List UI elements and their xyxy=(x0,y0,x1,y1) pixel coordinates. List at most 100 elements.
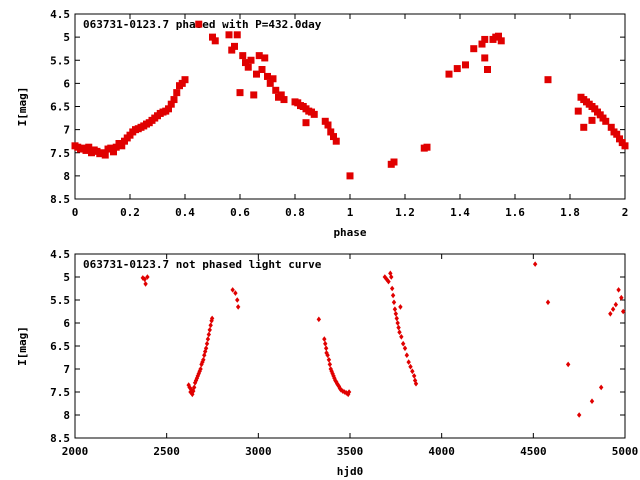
y-tick-label: 5 xyxy=(63,271,70,284)
data-point xyxy=(389,285,395,292)
data-point xyxy=(445,70,453,78)
data-point xyxy=(107,144,115,152)
data-point xyxy=(404,352,410,358)
data-point xyxy=(394,315,399,322)
data-point xyxy=(242,59,249,67)
x-tick-label: 2 xyxy=(622,206,629,219)
x-tick-label: 4500 xyxy=(520,445,547,458)
data-point xyxy=(195,20,203,28)
data-point xyxy=(239,52,247,60)
data-point xyxy=(544,76,552,84)
data-point xyxy=(143,281,148,287)
data-point xyxy=(327,128,335,136)
data-point xyxy=(302,119,310,127)
data-point xyxy=(413,380,419,387)
data-point xyxy=(203,345,209,352)
data-point xyxy=(588,116,596,124)
data-point xyxy=(178,79,186,87)
data-point xyxy=(196,370,201,377)
data-point xyxy=(209,317,214,324)
data-point xyxy=(332,137,340,145)
data-point xyxy=(202,352,207,358)
data-point xyxy=(230,287,235,293)
data-point xyxy=(228,46,236,54)
data-point xyxy=(200,359,205,365)
y-tick-label: 8.5 xyxy=(50,193,70,206)
data-point xyxy=(205,336,211,342)
data-point xyxy=(545,299,551,306)
y-tick-label: 8.5 xyxy=(50,432,70,445)
data-point xyxy=(188,389,193,395)
x-tick-label: 1.8 xyxy=(560,206,580,219)
data-point xyxy=(233,31,241,39)
data-point xyxy=(101,151,109,159)
data-point xyxy=(322,336,327,342)
data-point xyxy=(391,299,397,306)
plot-frame xyxy=(74,253,626,439)
y-tick-label: 7 xyxy=(63,124,70,137)
data-point xyxy=(204,340,210,347)
data-point xyxy=(402,345,408,352)
data-point xyxy=(247,56,255,64)
data-point xyxy=(264,72,271,80)
data-point xyxy=(608,311,613,317)
data-point xyxy=(324,350,329,356)
x-tick-label: 0.6 xyxy=(230,206,250,219)
phased-light-curve-panel: 063731-0123.7 phased with P=432.0day pha… xyxy=(16,8,629,239)
data-point xyxy=(389,274,394,280)
data-point xyxy=(208,322,213,329)
data-point xyxy=(576,412,582,418)
data-point xyxy=(170,96,178,104)
data-point xyxy=(330,133,337,141)
data-point xyxy=(574,107,582,115)
x-tick-label: 2000 xyxy=(62,445,89,458)
data-point xyxy=(206,331,212,338)
data-point xyxy=(258,66,266,73)
data-point xyxy=(565,361,571,368)
data-point xyxy=(453,65,461,73)
chart-title: 063731-0123.7 not phased light curve xyxy=(83,258,322,271)
x-tick-label: 1.2 xyxy=(395,206,415,219)
data-point xyxy=(532,261,538,267)
data-point xyxy=(340,388,345,394)
y-tick-label: 4.5 xyxy=(50,248,70,261)
data-point xyxy=(398,304,403,310)
data-point xyxy=(410,368,415,375)
x-tick-label: 4000 xyxy=(428,445,455,458)
data-point xyxy=(390,292,396,299)
data-point xyxy=(194,375,200,381)
y-tick-label: 6.5 xyxy=(50,101,70,114)
x-axis-label: hjd0 xyxy=(337,465,364,478)
x-tick-label: 3500 xyxy=(337,445,364,458)
data-point xyxy=(346,389,352,395)
data-point xyxy=(323,340,328,347)
data-point xyxy=(272,86,280,94)
data-point xyxy=(392,306,398,312)
data-point xyxy=(613,130,621,138)
x-tick-label: 1.4 xyxy=(450,206,470,219)
data-point xyxy=(326,357,332,363)
data-point xyxy=(255,52,263,60)
y-tick-label: 5 xyxy=(63,31,70,44)
data-point xyxy=(408,363,413,370)
data-point xyxy=(324,121,332,129)
x-tick-label: 0.8 xyxy=(285,206,305,219)
data-point xyxy=(399,334,404,340)
data-point xyxy=(478,40,486,48)
data-point xyxy=(329,368,334,375)
data-point xyxy=(384,276,389,283)
data-point xyxy=(165,105,172,113)
data-point xyxy=(310,110,318,118)
data-point xyxy=(411,373,417,379)
data-point xyxy=(393,311,399,317)
x-tick-label: 0.2 xyxy=(120,206,140,219)
data-point xyxy=(199,361,204,368)
data-point xyxy=(118,142,126,150)
data-point xyxy=(209,33,216,41)
data-point xyxy=(598,384,604,391)
y-tick-label: 6 xyxy=(63,317,70,330)
data-point xyxy=(211,37,219,45)
data-point xyxy=(235,304,241,310)
data-point xyxy=(253,70,260,78)
x-tick-label: 0 xyxy=(72,206,79,219)
